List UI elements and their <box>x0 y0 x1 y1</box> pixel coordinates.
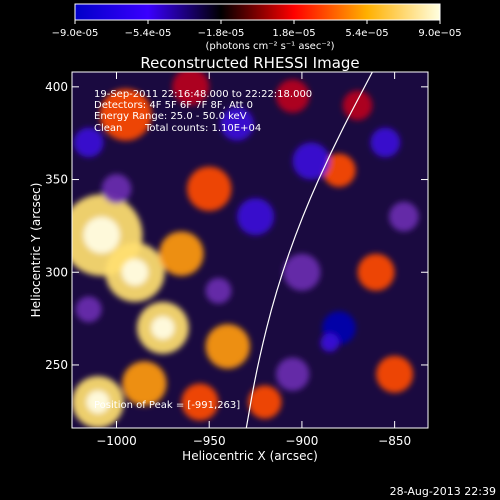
x-tick-label: −1000 <box>96 434 137 448</box>
heatmap-cold-blob <box>292 142 330 180</box>
heatmap-cold-blob <box>320 333 339 352</box>
heatmap-hot-blob <box>181 383 219 421</box>
heatmap-hot-blob <box>357 253 395 291</box>
heatmap-peak-core <box>83 216 121 254</box>
peak-position-text: Position of Peak = [-991,263] <box>94 400 240 411</box>
x-tick-label: −850 <box>378 434 411 448</box>
heatmap-hot-blob <box>159 231 204 276</box>
heatmap-cold-blob <box>75 296 102 323</box>
heatmap-hot-blob <box>205 324 250 369</box>
heatmap-peak-core <box>86 390 110 414</box>
colorbar-tick-label: 9.0e−05 <box>418 28 461 39</box>
heatmap-cold-blob <box>101 173 132 204</box>
total-counts-text: Total counts: 1.10E+04 <box>144 123 261 134</box>
colorbar-tick-label: −5.4e-05 <box>125 28 172 39</box>
heatmap-cold-blob <box>237 198 275 236</box>
colorbar <box>74 3 441 21</box>
colorbar-tick-label: 5.4e−05 <box>345 28 388 39</box>
colorbar-tick-label: −9.0e-05 <box>52 28 99 39</box>
heatmap-hot-blob <box>342 90 373 121</box>
x-tick-label: −950 <box>193 434 226 448</box>
heatmap-hot-blob <box>99 88 152 141</box>
heatmap-hot-blob <box>172 72 210 106</box>
colorbar-tick-label: −1.8e-05 <box>198 28 245 39</box>
footer-date: 28-Aug-2013 22:39 <box>390 485 496 498</box>
y-tick-label: 300 <box>45 265 68 279</box>
heatmap-hot-blob <box>186 166 232 212</box>
heatmap-blobs <box>72 72 419 428</box>
heatmap-cold-blob <box>73 127 104 158</box>
time-range-text: 19-Sep-2011 22:16:48.000 to 22:22:18.000 <box>94 89 312 100</box>
colorbar-tick-label: 1.8e−05 <box>272 28 315 39</box>
energy-range-text: Energy Range: 25.0 - 50.0 keV <box>94 111 247 122</box>
heatmap-hot-blob <box>275 79 310 113</box>
heatmap-peak-core <box>121 258 149 286</box>
heatmap-cold-blob <box>220 107 254 141</box>
heatmap-area <box>72 72 428 428</box>
x-axis-label: Heliocentric X (arcsec) <box>182 449 318 463</box>
chart-title: Reconstructed RHESSI Image <box>140 54 359 72</box>
heatmap-hot-blob <box>376 355 414 393</box>
heatmap-cold-blob <box>370 127 401 158</box>
axes: −1000 −950 −900 −850 250 300 350 400 <box>45 72 428 448</box>
solar-limb-curve <box>245 72 373 428</box>
heatmap-peak-core <box>151 316 175 340</box>
plot-frame <box>71 71 429 429</box>
heatmap-cold-blob <box>205 277 232 304</box>
heatmap-cold-blob <box>389 201 419 232</box>
heatmap-hot-blob <box>122 361 167 406</box>
detectors-text: Detectors: 4F 5F 6F 7F 8F, Att 0 <box>94 100 253 111</box>
y-tick-label: 250 <box>45 358 68 372</box>
y-tick-label: 350 <box>45 173 68 187</box>
y-tick-label: 400 <box>45 80 68 94</box>
heatmap-cold-blob <box>283 253 321 291</box>
heatmap-hot-blob <box>322 153 356 187</box>
colorbar-ticks: −9.0e-05 −5.4e-05 −1.8e-05 1.8e−05 5.4e−05 9.… <box>52 20 462 39</box>
colorbar-unit-label: (photons cm⁻² s⁻¹ asec⁻²) <box>205 41 334 52</box>
clean-text: Clean <box>94 123 122 134</box>
heatmap-cold-blob <box>275 357 310 391</box>
x-tick-label: −900 <box>285 434 318 448</box>
heatmap-hot-blob <box>248 385 282 419</box>
y-axis-label: Heliocentric Y (arcsec) <box>29 183 43 318</box>
